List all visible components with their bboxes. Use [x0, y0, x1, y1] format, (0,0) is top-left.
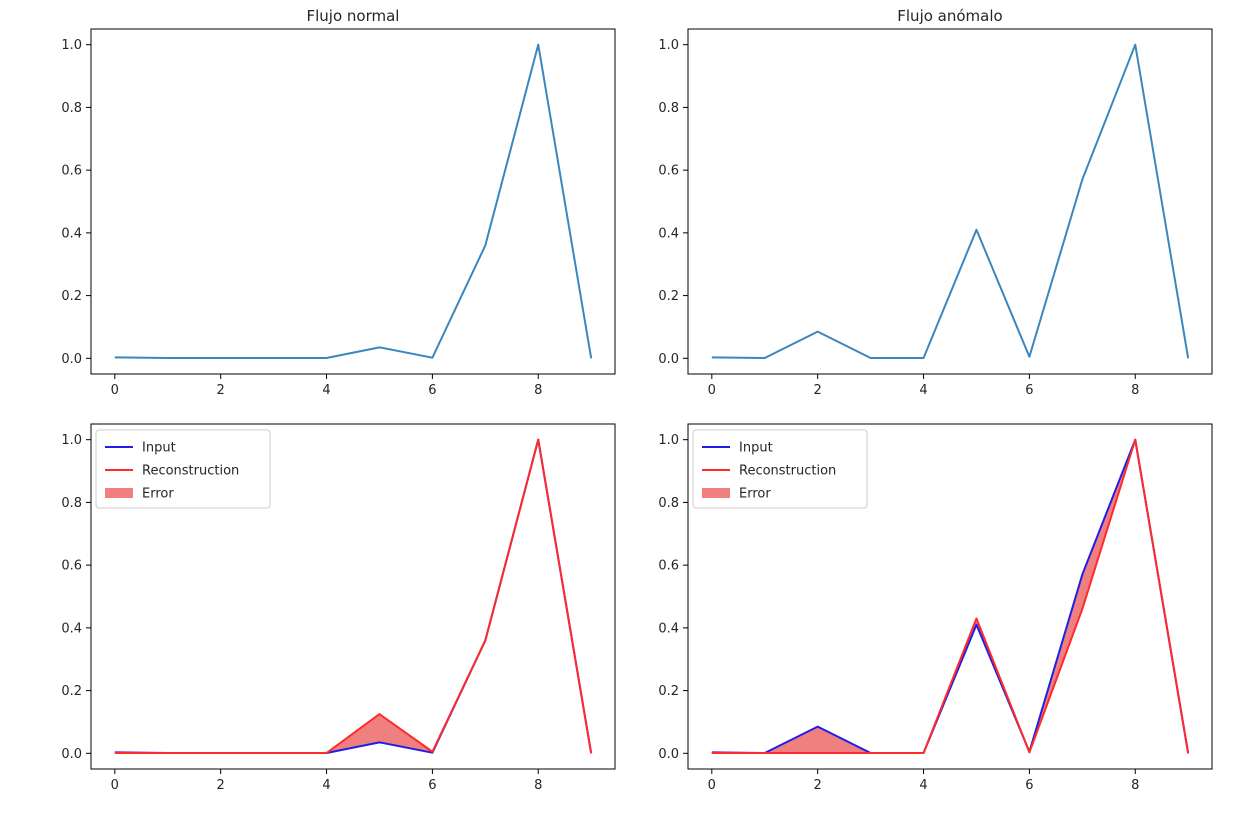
y-tick-label: 0.4	[658, 621, 679, 636]
axes-frame	[90, 28, 616, 375]
y-tick-label: 0.6	[61, 164, 82, 179]
legend-input-label: Input	[142, 441, 176, 456]
legend: Input Reconstruction Error	[692, 429, 868, 509]
chart-panel-3: 0 2 4 6 8 0.0 0.2 0.4 0.6 0.8 1.0 Input Reconstructi…	[61, 423, 616, 793]
y-tick-label: 0.4	[61, 226, 82, 241]
x-tick-label: 8	[1131, 778, 1139, 793]
x-tick-label: 6	[428, 778, 436, 793]
x-tick-label: 4	[919, 778, 927, 793]
legend-error-label: Error	[142, 487, 174, 502]
x-tick-label: 4	[322, 383, 330, 398]
input-series-line	[711, 438, 1190, 754]
y-tick-label: 0.8	[658, 496, 679, 511]
x-tick-label: 0	[708, 383, 716, 398]
y-tick-label: 1.0	[61, 433, 82, 448]
legend-box	[692, 429, 868, 509]
x-tick-label: 8	[1131, 383, 1139, 398]
legend-error-swatch	[702, 488, 730, 498]
chart-title: Flujo anómalo	[897, 7, 1002, 25]
x-tick-label: 6	[1025, 383, 1033, 398]
x-tick-label: 2	[217, 383, 225, 398]
legend: Input Reconstruction Error	[95, 429, 271, 509]
y-tick-label: 1.0	[61, 38, 82, 53]
y-tick-label: 0.6	[658, 164, 679, 179]
y-tick-label: 0.8	[61, 496, 82, 511]
reconstruction-series-line	[711, 438, 1190, 754]
reconstruction-series-line	[114, 438, 593, 754]
x-tick-label: 0	[111, 778, 119, 793]
y-tick-label: 0.6	[61, 559, 82, 574]
series-line	[711, 43, 1190, 359]
y-tick-label: 0.0	[61, 352, 82, 367]
y-tick-label: 0.8	[658, 101, 679, 116]
y-tick-label: 0.2	[61, 289, 82, 304]
chart-panel-2: Flujo anómalo 0 2 4 6 8 0.0 0.2 0.4 0.6 0.8 1.0	[658, 7, 1213, 398]
chart-panel-1: Flujo normal 0 2 4 6 8 0.0 0.2 0.4 0.6 0.8 1.0	[61, 7, 616, 398]
legend-reconstruction-label: Reconstruction	[739, 464, 836, 479]
x-tick-label: 2	[814, 383, 822, 398]
y-tick-label: 0.0	[658, 747, 679, 762]
x-tick-label: 6	[428, 383, 436, 398]
y-tick-label: 0.0	[61, 747, 82, 762]
y-tick-label: 0.2	[61, 684, 82, 699]
x-tick-label: 4	[322, 778, 330, 793]
y-tick-label: 0.6	[658, 559, 679, 574]
x-tick-label: 6	[1025, 778, 1033, 793]
y-tick-label: 0.2	[658, 289, 679, 304]
y-tick-label: 0.4	[61, 621, 82, 636]
x-tick-label: 8	[534, 778, 542, 793]
x-tick-label: 2	[814, 778, 822, 793]
axes-frame	[687, 28, 1213, 375]
x-tick-label: 4	[919, 383, 927, 398]
y-tick-label: 0.2	[658, 684, 679, 699]
chart-panel-4: 0 2 4 6 8 0.0 0.2 0.4 0.6 0.8 1.0 Input Reconstructi…	[658, 423, 1213, 793]
legend-error-swatch	[105, 488, 133, 498]
y-tick-label: 0.8	[61, 101, 82, 116]
y-tick-label: 0.4	[658, 226, 679, 241]
x-tick-label: 2	[217, 778, 225, 793]
y-tick-label: 0.0	[658, 352, 679, 367]
axes-frame	[687, 423, 1213, 770]
series-line	[114, 43, 593, 359]
y-tick-label: 1.0	[658, 433, 679, 448]
chart-title: Flujo normal	[307, 7, 400, 25]
legend-reconstruction-label: Reconstruction	[142, 464, 239, 479]
legend-box	[95, 429, 271, 509]
y-tick-label: 1.0	[658, 38, 679, 53]
x-tick-label: 8	[534, 383, 542, 398]
axes-frame	[90, 423, 616, 770]
x-tick-label: 0	[708, 778, 716, 793]
legend-error-label: Error	[739, 487, 771, 502]
legend-input-label: Input	[739, 441, 773, 456]
x-tick-label: 0	[111, 383, 119, 398]
